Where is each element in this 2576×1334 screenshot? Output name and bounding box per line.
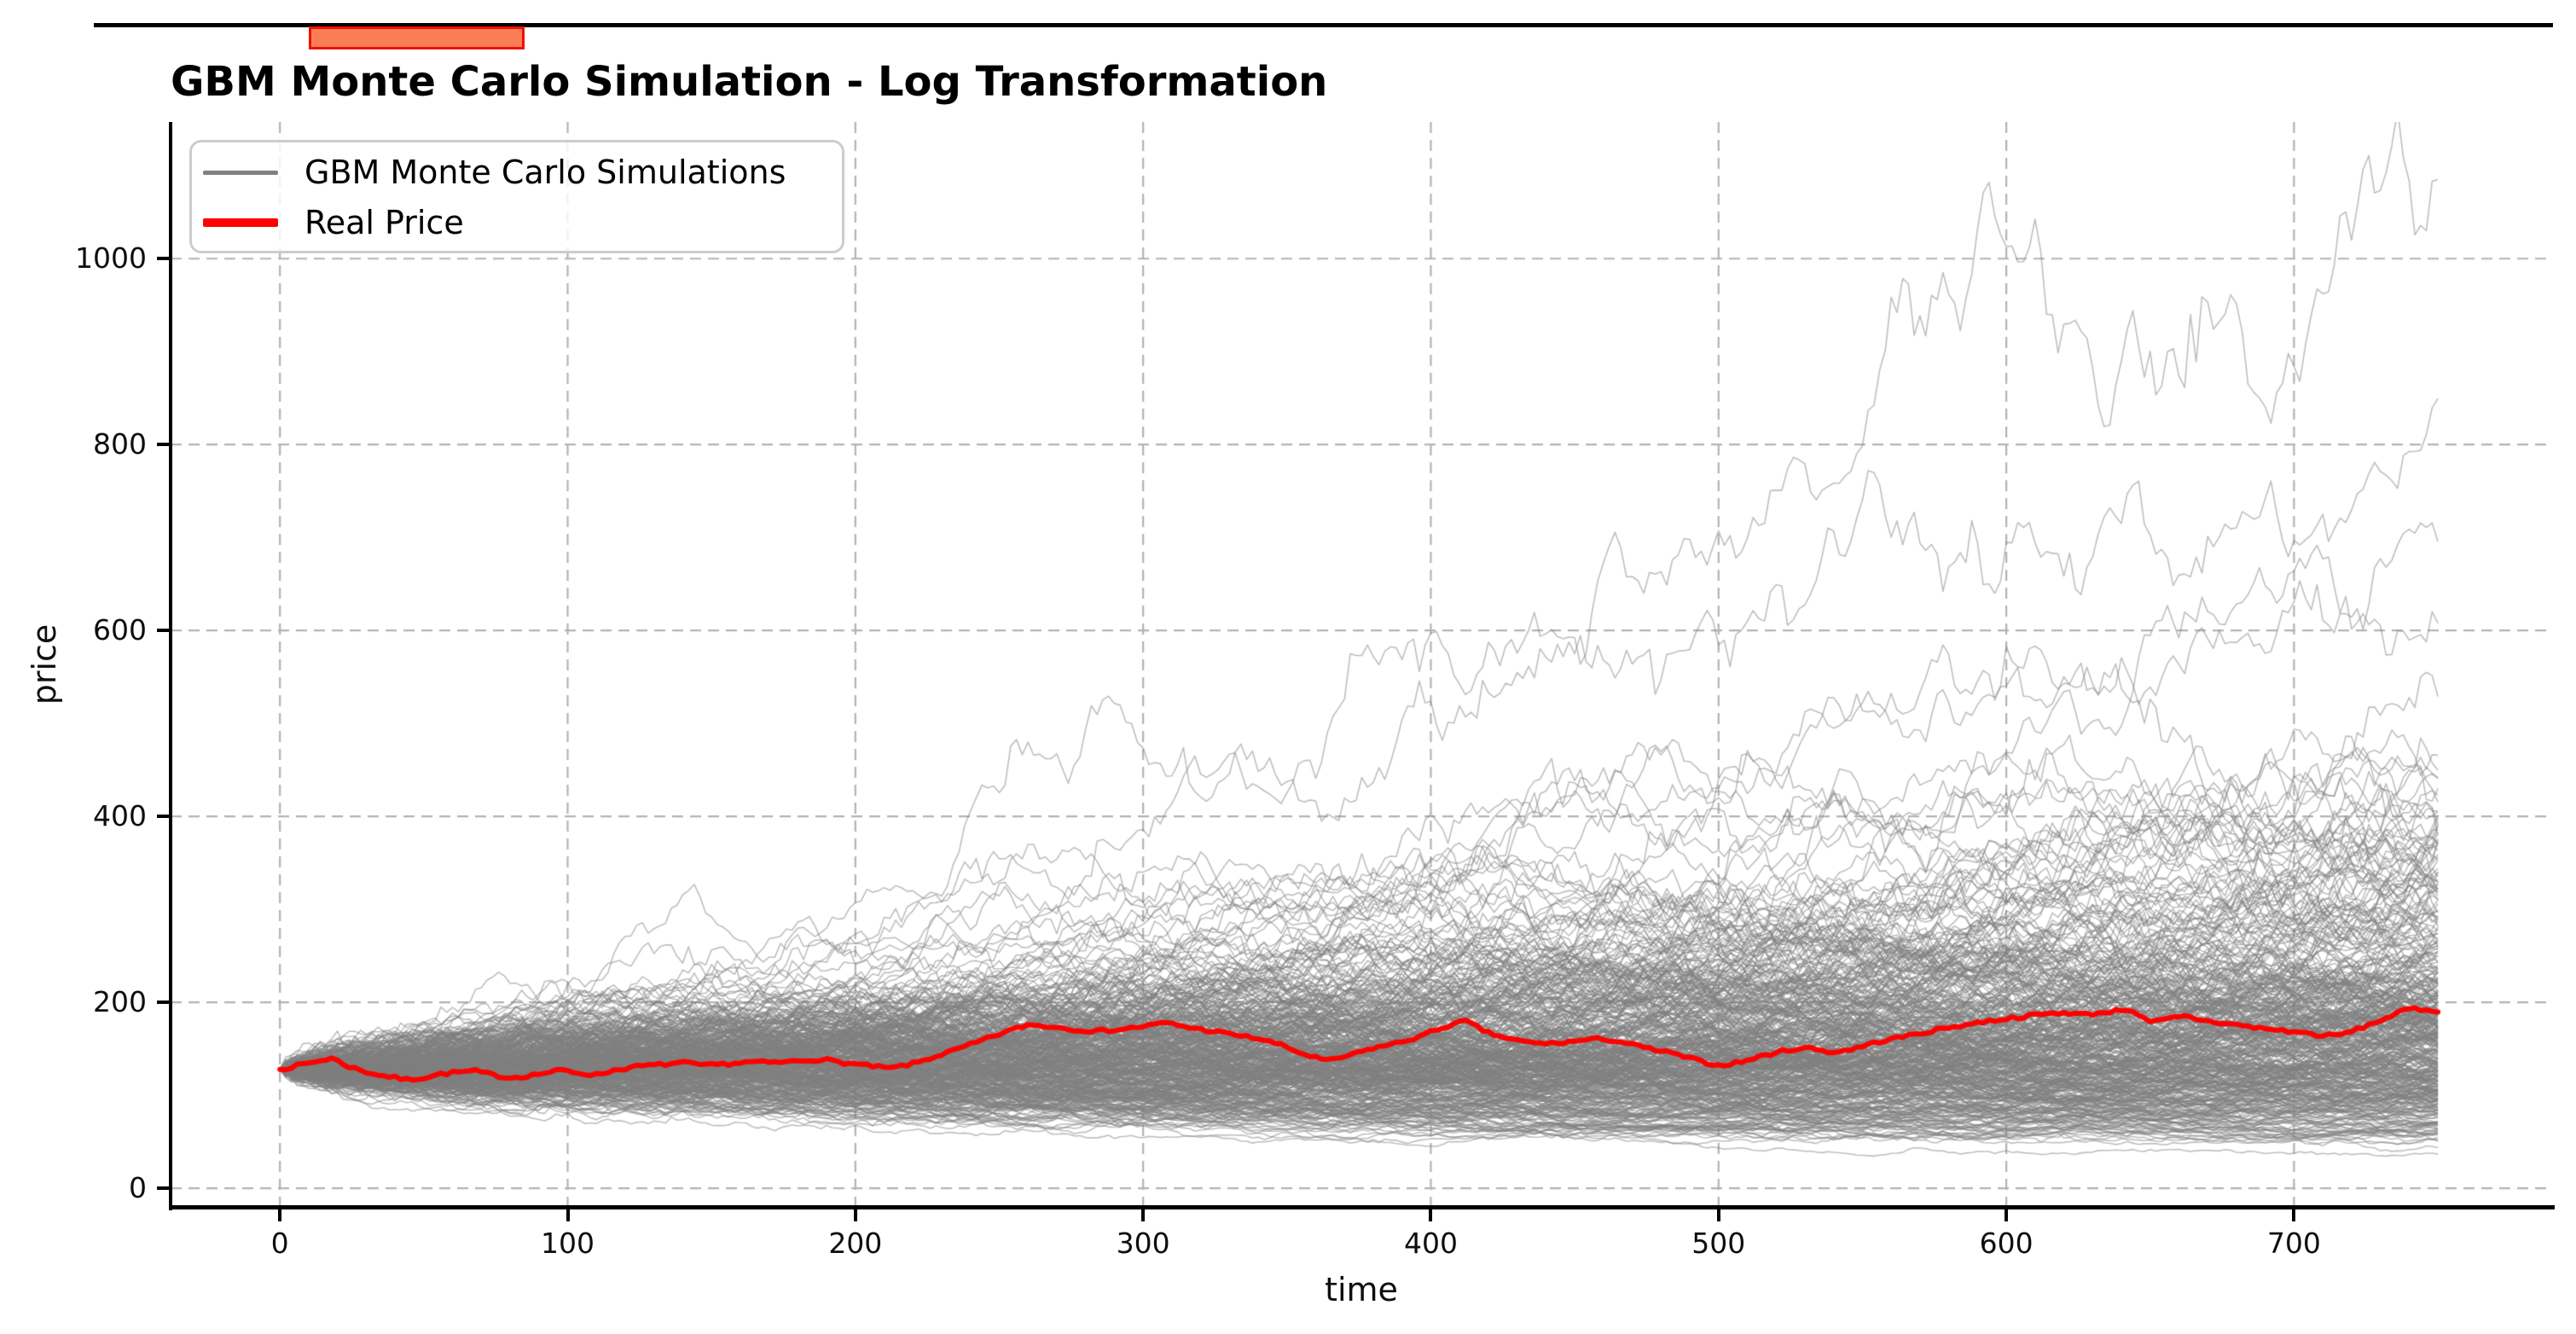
y-tick-mark: [157, 1186, 169, 1191]
x-tick-label: 200: [828, 1227, 883, 1260]
y-tick-label: 200: [93, 985, 147, 1019]
x-tick-label: 500: [1691, 1227, 1746, 1260]
chart-title: GBM Monte Carlo Simulation - Log Transfo…: [171, 58, 1328, 106]
x-tick-label: 300: [1116, 1227, 1170, 1260]
x-tick-mark: [2005, 1209, 2009, 1221]
x-tick-mark: [853, 1209, 857, 1221]
legend-line-sample-real-price-icon: [203, 218, 278, 227]
legend-item-real-price: Real Price: [192, 204, 842, 241]
y-axis-spine: [169, 122, 172, 1210]
legend: GBM Monte Carlo Simulations Real Price: [189, 140, 844, 253]
y-tick-mark: [157, 815, 169, 819]
y-tick-label: 1000: [75, 241, 147, 276]
y-tick-label: 400: [93, 799, 147, 833]
x-axis-label: time: [1325, 1271, 1398, 1308]
x-tick-label: 600: [1979, 1227, 2034, 1260]
x-axis-spine: [169, 1205, 2555, 1209]
y-tick-mark: [157, 629, 169, 633]
x-tick-mark: [1429, 1209, 1433, 1221]
x-tick-label: 100: [541, 1227, 595, 1260]
orange-highlight-bar: [309, 26, 525, 49]
x-tick-mark: [1716, 1209, 1720, 1221]
x-tick-label: 400: [1403, 1227, 1458, 1260]
y-tick-mark: [157, 443, 169, 447]
y-tick-mark: [157, 1000, 169, 1005]
legend-line-sample-simulations-icon: [203, 171, 278, 175]
x-tick-label: 700: [2266, 1227, 2321, 1260]
y-tick-label: 800: [93, 427, 147, 461]
x-tick-mark: [278, 1209, 282, 1221]
y-tick-label: 600: [93, 613, 147, 647]
plot-area-canvas: [171, 122, 2553, 1207]
y-tick-mark: [157, 257, 169, 261]
x-tick-mark: [2292, 1209, 2296, 1221]
top-divider-line: [94, 23, 2553, 27]
x-tick-mark: [566, 1209, 570, 1221]
x-tick-label: 0: [270, 1227, 289, 1260]
x-tick-mark: [1141, 1209, 1146, 1221]
legend-item-simulations: GBM Monte Carlo Simulations: [192, 154, 842, 191]
y-axis-label: price: [26, 624, 63, 705]
legend-label-simulations: GBM Monte Carlo Simulations: [305, 154, 786, 191]
y-tick-label: 0: [129, 1171, 147, 1205]
legend-label-real-price: Real Price: [305, 204, 464, 241]
